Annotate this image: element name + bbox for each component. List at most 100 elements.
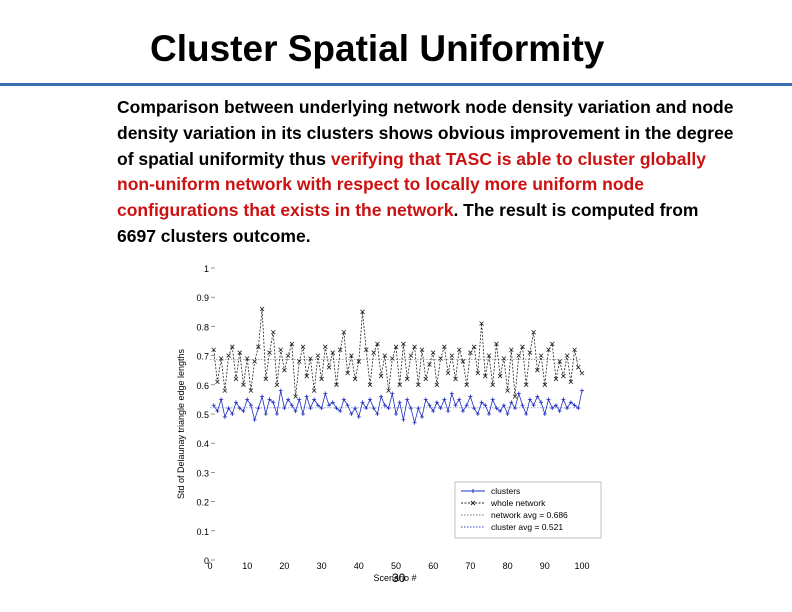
data-point-d2 — [393, 344, 399, 350]
data-point — [211, 403, 216, 408]
data-point — [323, 391, 328, 396]
data-point — [270, 329, 276, 335]
data-point — [260, 394, 265, 399]
data-point — [293, 394, 298, 399]
data-point — [304, 394, 309, 399]
data-point-d2 — [546, 347, 551, 353]
data-point — [308, 356, 313, 361]
data-point — [475, 370, 481, 376]
data-point-d2 — [233, 376, 239, 382]
data-point — [494, 341, 499, 347]
data-point-d2 — [479, 321, 484, 326]
data-point-d2 — [222, 388, 228, 393]
data-point — [460, 409, 465, 414]
data-point-d2 — [523, 382, 529, 388]
data-point-d2 — [315, 353, 321, 358]
data-point — [364, 406, 369, 411]
data-point-d2 — [509, 347, 514, 353]
y-tick-label: 0.7 — [196, 352, 209, 362]
data-point — [256, 344, 261, 350]
data-point — [230, 412, 235, 416]
chart-series — [211, 306, 585, 425]
data-point-d2 — [516, 353, 522, 358]
data-point-d2 — [282, 367, 287, 373]
data-point — [378, 373, 384, 379]
data-point-d2 — [293, 394, 298, 399]
data-point-d2 — [345, 370, 350, 376]
data-point-d2 — [259, 306, 265, 312]
data-point — [341, 329, 347, 335]
slide-title: Cluster Spatial Uniformity — [150, 28, 605, 69]
data-point — [241, 409, 246, 414]
data-point — [404, 376, 410, 382]
data-point — [497, 373, 503, 379]
data-point — [468, 394, 473, 399]
x-axis-label: Scenario # — [373, 573, 416, 583]
data-point — [312, 397, 317, 402]
y-tick-label: 0.4 — [196, 439, 209, 449]
data-point-d2 — [211, 347, 217, 353]
data-point-d2 — [334, 382, 339, 388]
data-point-d2 — [304, 373, 310, 379]
data-point — [479, 400, 484, 405]
data-point — [363, 347, 369, 353]
data-point — [416, 406, 421, 411]
data-point — [323, 344, 328, 350]
data-point — [215, 379, 220, 385]
data-point — [341, 397, 346, 402]
data-point — [315, 353, 321, 358]
data-point — [557, 359, 562, 364]
data-point — [549, 341, 555, 347]
data-point — [274, 412, 279, 416]
data-point-d2 — [557, 359, 562, 364]
x-tick-label: 10 — [242, 561, 252, 571]
data-point-d2 — [252, 359, 257, 364]
data-point-d2 — [423, 376, 429, 382]
data-point — [449, 353, 455, 358]
data-point — [531, 403, 536, 408]
data-point — [360, 309, 365, 315]
data-point — [561, 397, 566, 402]
data-point — [453, 376, 458, 382]
data-point — [282, 406, 287, 411]
std-edge-length-chart: 00.10.20.30.40.50.60.70.80.910 10 20 30 40 50… — [176, 264, 602, 583]
chart-axes: 00.10.20.30.40.50.60.70.80.910 10 20 30 40 50… — [176, 264, 590, 583]
data-point — [390, 391, 395, 396]
data-point-d2 — [404, 376, 410, 382]
data-point — [445, 370, 451, 376]
data-point — [338, 409, 343, 414]
data-point — [460, 359, 466, 364]
data-point — [520, 403, 525, 408]
data-point — [226, 353, 231, 358]
y-axis-label: Std of Delaunay triangle edge lengths — [176, 348, 186, 499]
data-point-d2 — [401, 341, 406, 347]
data-point — [457, 397, 462, 402]
data-point — [456, 347, 462, 353]
data-point — [278, 388, 283, 393]
data-point — [304, 373, 310, 379]
data-point — [256, 406, 261, 411]
data-point-d2 — [419, 347, 425, 353]
data-point — [516, 353, 522, 358]
data-point-d2 — [263, 376, 269, 382]
data-point — [282, 367, 287, 373]
data-point — [375, 412, 380, 416]
data-point — [431, 409, 436, 414]
series-whole-network — [211, 306, 585, 399]
data-point — [274, 382, 280, 388]
data-point-d2 — [475, 370, 481, 376]
data-point — [527, 350, 533, 355]
body-text-highlight: verifying that TASC is able to cluster g… — [117, 148, 706, 221]
data-point — [248, 403, 253, 408]
data-point-d2 — [300, 344, 306, 350]
data-point — [382, 353, 388, 358]
data-point-d2 — [553, 376, 559, 382]
data-point — [371, 406, 376, 411]
data-point — [345, 403, 350, 408]
data-point — [494, 406, 499, 411]
x-tick-label: 50 — [391, 561, 401, 571]
data-point — [575, 364, 581, 370]
slide-body-text: Comparison between underlying network no… — [117, 95, 737, 250]
data-point — [427, 362, 432, 367]
data-point — [576, 406, 581, 411]
